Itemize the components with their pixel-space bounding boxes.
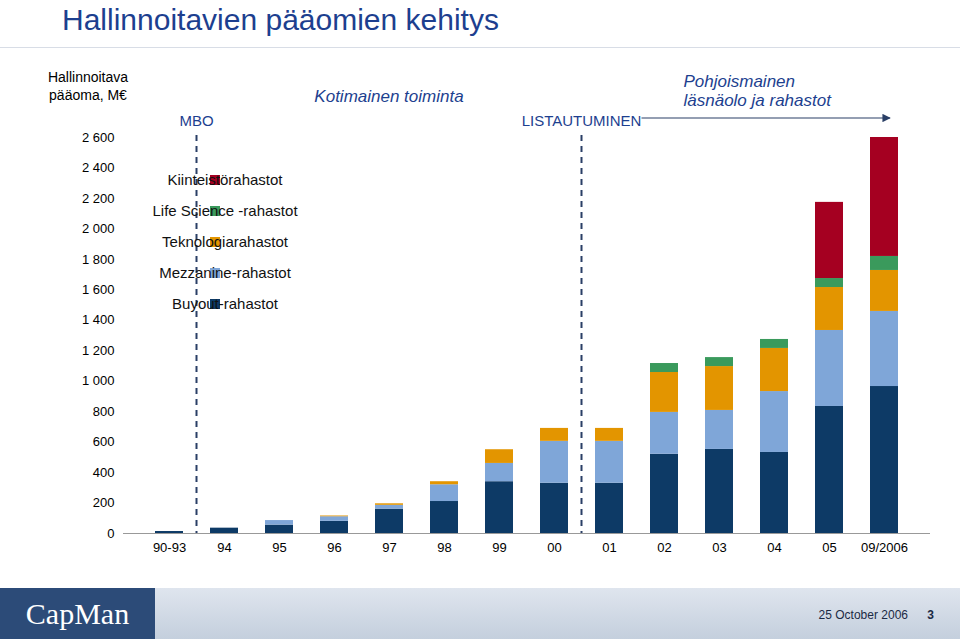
svg-text:99: 99: [492, 540, 506, 555]
svg-text:01: 01: [602, 540, 616, 555]
svg-text:1 200: 1 200: [82, 343, 115, 358]
svg-text:200: 200: [93, 495, 115, 510]
svg-text:96: 96: [327, 540, 341, 555]
svg-text:LISTAUTUMINEN: LISTAUTUMINEN: [522, 112, 642, 129]
svg-text:1 400: 1 400: [82, 312, 115, 327]
svg-text:Hallinnoitavapääoma, M€: Hallinnoitavapääoma, M€: [48, 69, 128, 103]
svg-text:94: 94: [217, 540, 231, 555]
svg-text:2 200: 2 200: [82, 191, 115, 206]
svg-text:2 600: 2 600: [82, 130, 115, 145]
svg-text:95: 95: [272, 540, 286, 555]
svg-text:2 000: 2 000: [82, 221, 115, 236]
svg-text:1 000: 1 000: [82, 373, 115, 388]
svg-text:Mezzanine-rahastot: Mezzanine-rahastot: [159, 264, 292, 281]
html-text:Hallinnoitavien pääomien kehit: Hallinnoitavien pääomien kehitys: [62, 3, 499, 36]
html-text:CapMan: CapMan: [25, 597, 130, 630]
svg-text:97: 97: [382, 540, 396, 555]
html-text:25 October 2006: 25 October 2006: [818, 608, 908, 622]
svg-text:Buyout-rahastot: Buyout-rahastot: [172, 295, 279, 312]
svg-text:MBO: MBO: [179, 112, 213, 129]
svg-text:Teknologiarahastot: Teknologiarahastot: [162, 233, 289, 250]
svg-text:0: 0: [107, 526, 114, 541]
svg-text:Kotimainen toiminta: Kotimainen toiminta: [314, 87, 463, 106]
svg-text:600: 600: [93, 434, 115, 449]
svg-text:Life Science -rahastot: Life Science -rahastot: [152, 202, 298, 219]
svg-text:09/2006: 09/2006: [861, 540, 908, 555]
svg-text:00: 00: [547, 540, 561, 555]
svg-text:04: 04: [767, 540, 781, 555]
svg-text:800: 800: [93, 404, 115, 419]
svg-text:90-93: 90-93: [153, 540, 186, 555]
svg-text:98: 98: [437, 540, 451, 555]
svg-text:05: 05: [822, 540, 836, 555]
svg-text:läsnäolo ja rahastot: läsnäolo ja rahastot: [684, 91, 833, 110]
svg-text:400: 400: [93, 465, 115, 480]
svg-text:1 800: 1 800: [82, 252, 115, 267]
svg-text:2 400: 2 400: [82, 160, 115, 175]
svg-text:02: 02: [657, 540, 671, 555]
svg-text:Kiinteistörahastot: Kiinteistörahastot: [167, 171, 283, 188]
svg-text:03: 03: [712, 540, 726, 555]
html-text:3: 3: [927, 608, 934, 622]
svg-text:1 600: 1 600: [82, 282, 115, 297]
svg-text:Pohjoismainen: Pohjoismainen: [684, 72, 796, 91]
